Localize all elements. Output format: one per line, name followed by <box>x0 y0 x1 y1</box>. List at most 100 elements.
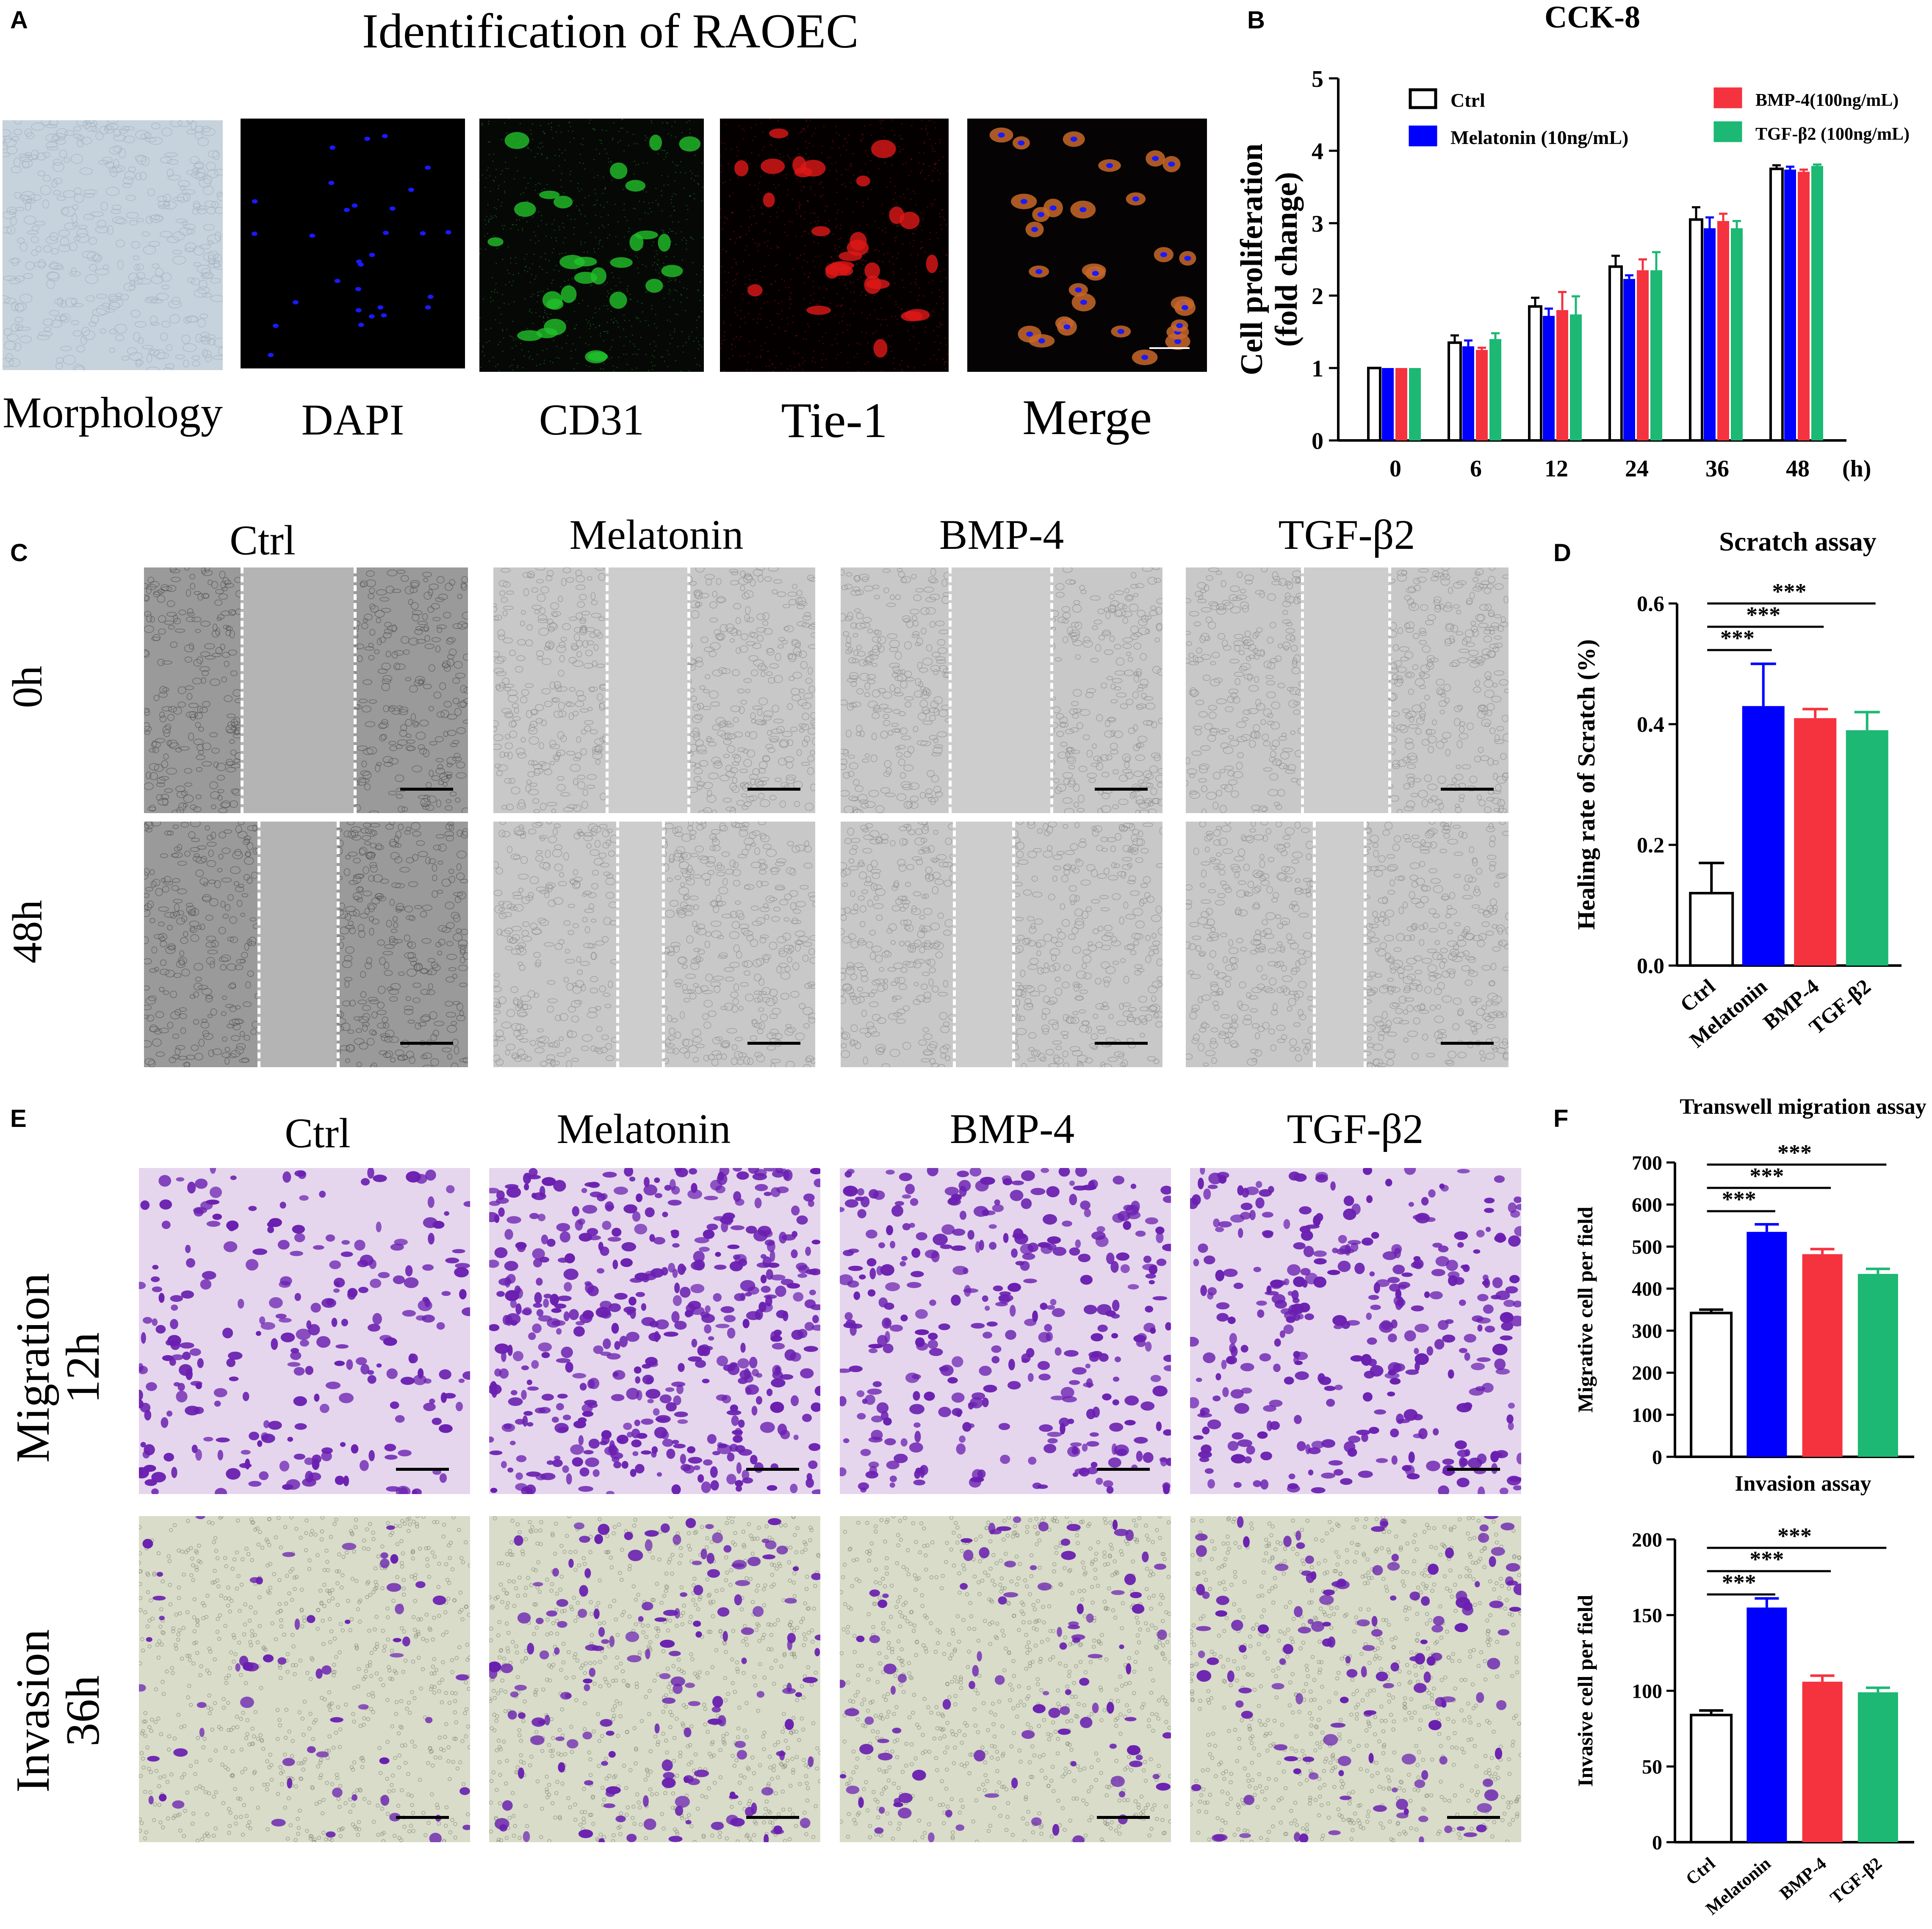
tie1-texture <box>720 119 949 372</box>
significance-label: *** <box>1720 625 1755 651</box>
scratch-image-melatonin-48h <box>493 822 815 1067</box>
scratch-image-bmp4-0h <box>841 567 1163 813</box>
bar <box>1784 169 1796 441</box>
bar <box>1802 1682 1843 1842</box>
scratch-edge-line <box>616 822 619 1067</box>
scratch-col-tgfb2: TGF-β2 <box>1278 511 1415 558</box>
chart-title: Transwell migration assay <box>1680 1095 1926 1119</box>
scale-bar <box>746 1816 799 1819</box>
tie1-label: Tie-1 <box>781 393 888 448</box>
scale-bar <box>747 1042 800 1045</box>
transwell-row-migration-label: Migration 12h <box>7 1220 119 1516</box>
x-tick-label: 36 <box>1705 456 1729 482</box>
y-tick-label: 300 <box>1632 1320 1662 1342</box>
scratch-row-48h: 48h <box>4 900 51 963</box>
y-axis-label: Cell proliferation (fold change) <box>1234 144 1304 375</box>
scale-bar <box>1441 788 1494 791</box>
bar <box>1462 346 1474 440</box>
y-axis-label: Healing rate of Scratch (%) <box>1572 639 1600 930</box>
x-tick-label: BMP-4 <box>1776 1854 1830 1904</box>
scratch-edge-line <box>949 567 952 813</box>
transwell-image-melatonin-migration <box>489 1168 820 1494</box>
transwell-image-ctrl-migration <box>139 1168 470 1494</box>
scale-bar <box>396 1468 449 1471</box>
scratch-edge-line <box>1313 822 1316 1067</box>
bar <box>1857 1692 1898 1842</box>
scratch-image-bmp4-48h <box>841 822 1163 1067</box>
dapi-image <box>241 119 465 368</box>
transwell-image-tgfb2-invasion <box>1190 1516 1521 1842</box>
y-tick-label: 200 <box>1632 1362 1662 1384</box>
y-tick-label: 2 <box>1312 283 1323 310</box>
scratch-edge-line <box>354 567 357 813</box>
panel-letter-c: C <box>10 539 28 567</box>
significance-label: *** <box>1777 1523 1812 1549</box>
panel-letter-d: D <box>1553 539 1571 567</box>
y-tick-label: 600 <box>1632 1194 1662 1216</box>
chart-title: Invasion assay <box>1735 1472 1871 1496</box>
scratch-row-0h: 0h <box>4 666 51 708</box>
y-axis-label: Migrative cell per field <box>1573 1207 1597 1413</box>
significance-label: *** <box>1722 1570 1756 1595</box>
bar <box>1731 228 1743 440</box>
scale-bar <box>1441 1042 1494 1045</box>
bar <box>1798 172 1810 441</box>
scratch-image-tgfb2-48h <box>1186 822 1509 1067</box>
transwell-col-bmp4: BMP-4 <box>949 1105 1075 1152</box>
invasion-line1: Invasion <box>7 1629 59 1793</box>
cd31-texture <box>479 119 704 372</box>
scale-bar <box>1097 1468 1150 1471</box>
significance-label: *** <box>1749 1163 1784 1189</box>
y-tick-label: 0.0 <box>1637 954 1664 978</box>
scratch-col-bmp4: BMP-4 <box>939 511 1064 558</box>
scale-bar <box>1095 1042 1148 1045</box>
significance-label: *** <box>1749 1547 1784 1572</box>
scratch-gap <box>953 822 1012 1067</box>
scratch-edge-line <box>241 567 244 813</box>
bar <box>1367 367 1381 442</box>
migration-line2: 12h <box>56 1332 109 1403</box>
morphology-label: Morphology <box>3 388 223 437</box>
scratch-edge-line <box>662 822 665 1067</box>
transwell-col-melatonin: Melatonin <box>556 1105 731 1152</box>
scale-bar <box>746 1468 799 1471</box>
bar <box>1476 350 1488 440</box>
chart-title: Scratch assay <box>1719 526 1877 556</box>
x-tick-label: 24 <box>1625 456 1649 482</box>
svg-text:Cell proliferation: Cell proliferation <box>1234 144 1269 375</box>
y-tick-label: 0 <box>1652 1832 1662 1854</box>
panel-a-title: Identification of RAOEC <box>362 4 859 58</box>
scale-bar <box>1097 1816 1150 1819</box>
y-tick-label: 5 <box>1312 66 1323 92</box>
bar <box>1689 218 1703 442</box>
panel-letter-e: E <box>10 1105 27 1132</box>
panel-letter-a: A <box>10 6 28 34</box>
bar <box>1742 706 1785 966</box>
bar <box>1556 310 1568 440</box>
transwell-image-ctrl-invasion <box>139 1516 470 1842</box>
scratch-col-melatonin: Melatonin <box>569 511 744 558</box>
bar <box>1769 167 1784 442</box>
bar <box>1608 265 1623 442</box>
y-tick-label: 0.6 <box>1637 592 1664 616</box>
transwell-col-ctrl: Ctrl <box>285 1110 351 1157</box>
bar <box>1395 368 1407 440</box>
legend-entry: Ctrl <box>1450 89 1485 111</box>
scratch-gap <box>949 567 1050 813</box>
y-tick-label: 0 <box>1652 1446 1662 1469</box>
bar <box>1747 1232 1787 1457</box>
scratch-gap <box>1313 822 1364 1067</box>
x-tick-label: TGF-β2 <box>1827 1854 1885 1907</box>
transwell-image-bmp4-migration <box>840 1168 1171 1494</box>
dapi-texture <box>251 134 451 357</box>
scratch-image-melatonin-0h <box>493 567 815 813</box>
y-tick-label: 500 <box>1632 1236 1662 1258</box>
scratch-edge-line <box>687 567 690 813</box>
bar <box>1448 341 1462 442</box>
legend-entry: TGF-β2 (100ng/mL) <box>1755 125 1910 144</box>
scratch-assay-chart: Scratch assay Healing rate of Scratch (%)… <box>1572 526 1902 1052</box>
significance-label: *** <box>1722 1187 1756 1212</box>
merge-texture <box>989 127 1196 365</box>
legend-swatch <box>1409 88 1437 109</box>
